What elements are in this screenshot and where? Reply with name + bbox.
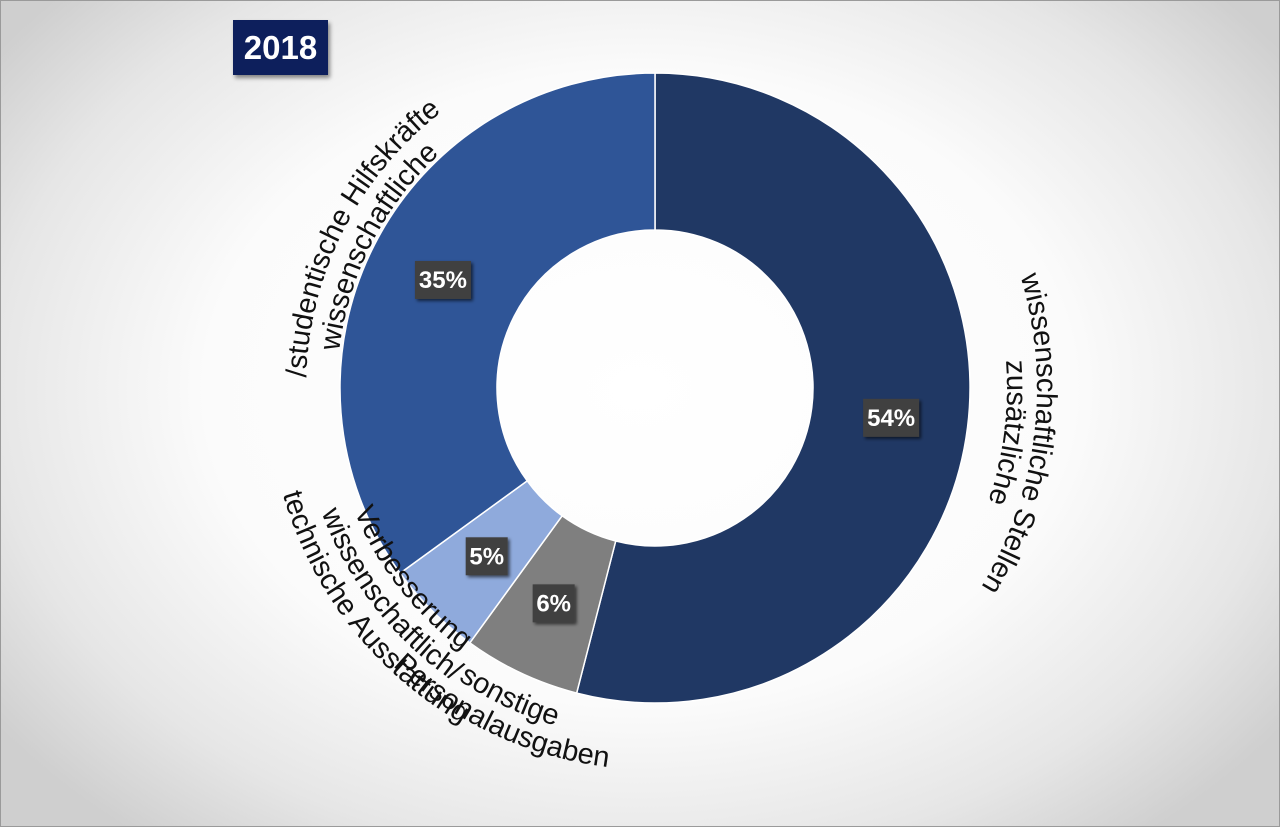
data-label-box-3 bbox=[465, 537, 508, 576]
data-label-box-1 bbox=[863, 398, 920, 437]
slice-4 bbox=[339, 72, 656, 575]
data-label-4: 35% bbox=[419, 267, 467, 294]
data-label-1: 54% bbox=[867, 405, 915, 432]
year-badge: 2018 bbox=[233, 20, 328, 75]
slice-1 bbox=[575, 72, 971, 704]
data-label-3: 5% bbox=[469, 543, 504, 570]
data-label-box-2 bbox=[532, 584, 575, 623]
data-label-box-4 bbox=[414, 260, 471, 299]
data-label-2: 6% bbox=[536, 590, 571, 617]
